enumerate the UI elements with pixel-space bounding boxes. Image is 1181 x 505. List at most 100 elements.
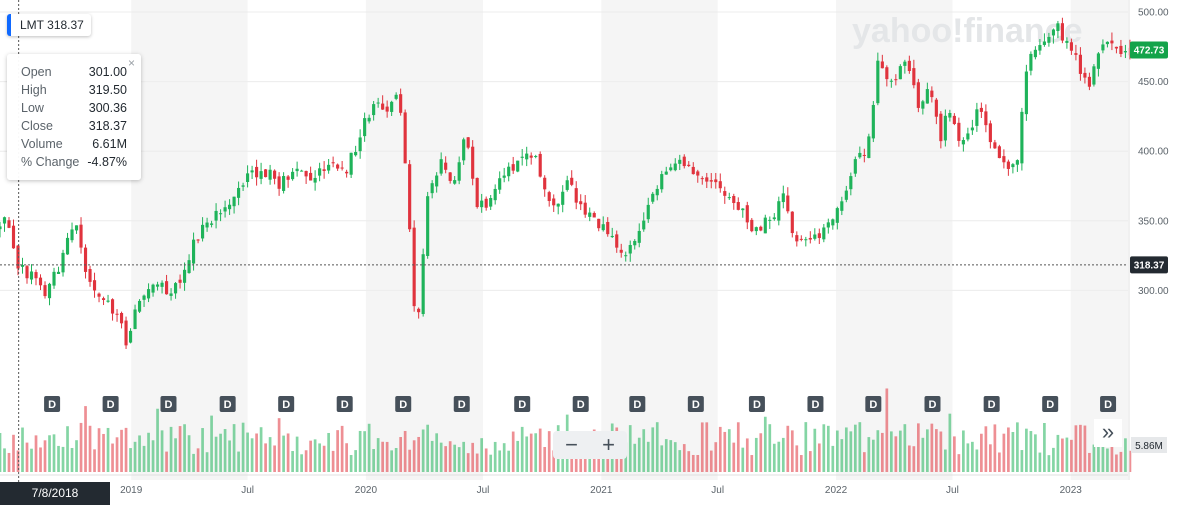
volume-bar [480,438,484,472]
tooltip-value: 319.50 [88,83,127,97]
candle-body [529,155,533,158]
candle-body [1047,36,1051,43]
candle-body [619,249,623,253]
volume-bar [1074,425,1078,472]
volume-bar [331,450,335,472]
dividend-badge [336,396,353,412]
dividend-marker[interactable]: D [278,396,295,412]
zoom-out-button[interactable]: − [565,432,578,457]
candle-body [543,177,547,190]
candle-body [164,281,169,295]
volume-bar [282,435,285,472]
dividend-marker[interactable]: D [687,396,704,412]
dividend-letter: D [692,399,700,411]
dividend-marker[interactable]: D [983,396,1000,412]
candle-body [772,217,776,220]
dividend-marker[interactable]: D [395,396,412,412]
zoom-in-button[interactable]: + [602,432,615,457]
y-axis: 300.00 350.00 400.00 450.00 500.00 [1128,0,1169,480]
volume-bar [102,433,105,472]
volume-bar [853,424,857,472]
scroll-right-icon[interactable]: » [1094,419,1122,447]
dividend-marker[interactable]: D [44,396,61,412]
dividend-marker[interactable]: D [102,396,119,412]
volume-bar [1002,433,1006,472]
dividend-marker[interactable]: D [865,396,882,412]
dividend-marker[interactable]: D [160,396,177,412]
y-tick-label: 300.00 [1138,286,1169,297]
dividend-badge [102,396,119,412]
candle-body [831,219,835,226]
volume-bar [534,433,538,472]
candle-body [844,190,848,200]
candle-body [822,227,826,240]
candle-body [318,168,322,176]
candle-body [439,159,443,174]
candle-body [664,171,668,175]
volume-bar [858,422,862,472]
volume-bar [174,438,177,472]
volume-bar [430,440,434,472]
volume-bar [1043,423,1046,472]
candle-body [1128,47,1132,56]
volume-bar [628,425,632,472]
candle-body [466,137,470,148]
dividend-marker[interactable]: D [629,396,646,412]
volume-bar [192,453,195,472]
candle-body [610,235,614,238]
dividend-marker[interactable]: D [572,396,589,412]
candle-body [349,152,353,175]
candle-body [219,213,223,215]
candle-body [399,94,403,113]
candle-body [1101,44,1105,51]
dividend-marker[interactable]: D [748,396,765,412]
volume-bar [399,437,403,472]
candle-body [25,266,29,279]
candle-body [633,240,637,246]
candle-body [781,193,785,203]
tooltip-row-change: % Change -4.87% [21,155,127,173]
dividend-marker[interactable]: D [219,396,236,412]
volume-bar [520,426,524,472]
candle-body [16,245,20,269]
candle-body [556,203,560,207]
candlesticks [0,17,1132,349]
candle-body [507,166,511,177]
dividend-marker[interactable]: D [807,396,824,412]
close-icon[interactable]: × [127,56,135,70]
candle-body [273,170,277,179]
volume-bar [52,434,56,472]
candle-body [417,308,421,313]
volume-bar [862,452,866,472]
volume-bar [917,423,920,472]
dividend-badge [983,396,1000,412]
candle-body [182,269,187,283]
tooltip-label: High [21,83,47,97]
dividend-marker[interactable]: D [336,396,353,412]
candle-body [885,67,889,80]
candle-body [20,265,25,267]
volume-bar [678,450,682,472]
tooltip-row-high: High 319.50 [21,83,127,101]
candle-body [484,198,488,208]
dividend-marker[interactable]: D [453,396,470,412]
symbol-chip[interactable]: LMT 318.37 [7,14,91,36]
dividend-badge [1100,396,1117,412]
dividend-marker[interactable]: D [924,396,941,412]
volume-bar [385,441,389,472]
dividend-badge [865,396,882,412]
candle-body [547,192,551,202]
volume-bar [768,424,772,472]
tooltip-value: -4.87% [87,155,127,169]
candle-body [1078,54,1082,74]
volume-bar [696,454,700,472]
volume-bar [502,443,506,472]
candle-body [1006,161,1010,169]
dividend-marker[interactable]: D [514,396,531,412]
dividend-marker[interactable]: D [1042,396,1059,412]
dividend-marker[interactable]: D [1100,396,1117,412]
dividend-badge [629,396,646,412]
candle-body [804,239,808,241]
